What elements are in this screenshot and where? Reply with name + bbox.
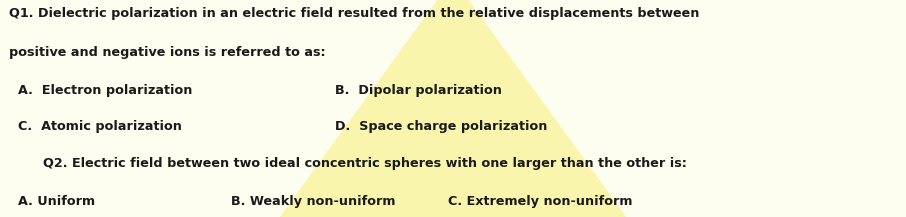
Text: A.  Electron polarization: A. Electron polarization bbox=[18, 84, 192, 97]
Text: C. Extremely non-uniform: C. Extremely non-uniform bbox=[448, 195, 633, 208]
Text: positive and negative ions is referred to as:: positive and negative ions is referred t… bbox=[9, 46, 325, 59]
Text: A. Uniform: A. Uniform bbox=[18, 195, 95, 208]
Polygon shape bbox=[272, 0, 634, 217]
Text: C.  Atomic polarization: C. Atomic polarization bbox=[18, 120, 182, 133]
Text: B. Weakly non-uniform: B. Weakly non-uniform bbox=[231, 195, 396, 208]
Text: Q2. Electric field between two ideal concentric spheres with one larger than the: Q2. Electric field between two ideal con… bbox=[43, 157, 687, 170]
Text: Q1. Dielectric polarization in an electric field resulted from the relative disp: Q1. Dielectric polarization in an electr… bbox=[9, 7, 699, 20]
Text: B.  Dipolar polarization: B. Dipolar polarization bbox=[335, 84, 502, 97]
Text: D.  Space charge polarization: D. Space charge polarization bbox=[335, 120, 547, 133]
